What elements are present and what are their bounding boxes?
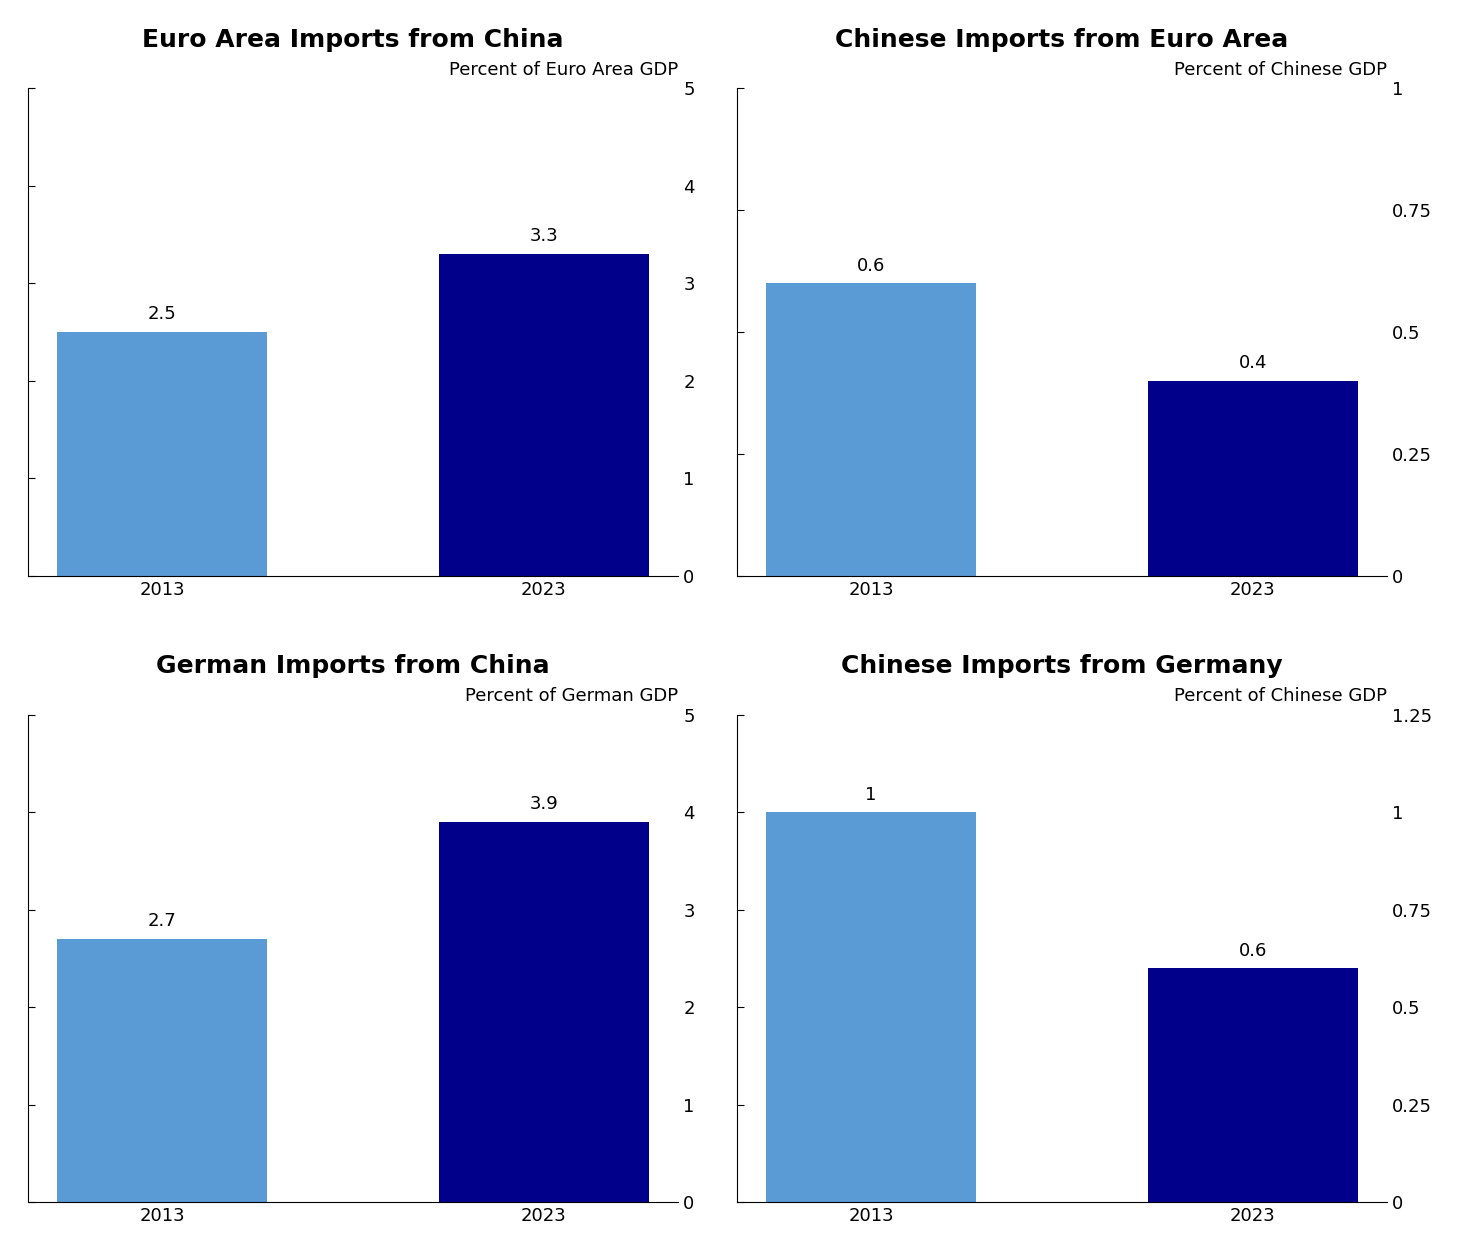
Title: Euro Area Imports from China: Euro Area Imports from China <box>143 28 564 51</box>
Bar <box>1148 381 1358 576</box>
Text: 0.4: 0.4 <box>1238 355 1267 372</box>
Bar <box>439 822 648 1203</box>
Text: 3.9: 3.9 <box>530 796 558 813</box>
Text: 2.7: 2.7 <box>147 912 177 931</box>
Title: Chinese Imports from Euro Area: Chinese Imports from Euro Area <box>835 28 1289 51</box>
Bar <box>1148 969 1358 1203</box>
Text: Percent of German GDP: Percent of German GDP <box>466 687 679 705</box>
Bar <box>439 254 648 576</box>
Text: 1: 1 <box>866 786 877 803</box>
Bar <box>57 332 267 576</box>
Bar <box>57 940 267 1203</box>
Bar <box>766 283 975 576</box>
Title: Chinese Imports from Germany: Chinese Imports from Germany <box>841 654 1283 678</box>
Text: Percent of Chinese GDP: Percent of Chinese GDP <box>1174 60 1387 79</box>
Text: 2.5: 2.5 <box>147 306 177 323</box>
Text: Percent of Chinese GDP: Percent of Chinese GDP <box>1174 687 1387 705</box>
Text: 3.3: 3.3 <box>530 227 558 246</box>
Text: 0.6: 0.6 <box>857 257 885 274</box>
Bar <box>766 812 975 1203</box>
Title: German Imports from China: German Imports from China <box>156 654 550 678</box>
Text: Percent of Euro Area GDP: Percent of Euro Area GDP <box>450 60 679 79</box>
Text: 0.6: 0.6 <box>1238 941 1267 960</box>
